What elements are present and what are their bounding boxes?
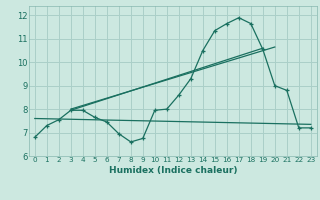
- X-axis label: Humidex (Indice chaleur): Humidex (Indice chaleur): [108, 166, 237, 175]
